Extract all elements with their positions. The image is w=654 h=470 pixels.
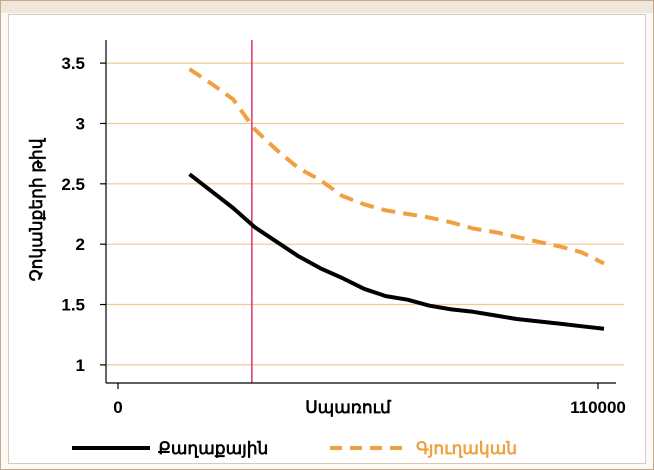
y-tick-label-0: 1 xyxy=(76,356,85,375)
y-tick-label-2: 2 xyxy=(76,235,85,254)
x-axis-label: Սպառում xyxy=(305,398,392,417)
x-tick-label-1: 110000 xyxy=(570,398,626,417)
y-tick-label-5: 3.5 xyxy=(61,54,85,73)
legend-label-urban: Քաղաքային xyxy=(158,439,268,458)
legend: Քաղաքային Գյուղական xyxy=(72,439,517,458)
tick-labels: 1 1.5 2 2.5 3 3.5 0 110000 xyxy=(61,54,626,417)
y-tick-label-1: 1.5 xyxy=(61,296,85,315)
series-lines xyxy=(188,67,605,331)
top-band xyxy=(1,1,653,13)
plot-panel xyxy=(8,14,646,464)
series-line-1 xyxy=(188,67,605,266)
legend-label-rural: Գյուղական xyxy=(416,439,517,458)
x-tick-label-0: 0 xyxy=(113,398,122,417)
series-line-0 xyxy=(188,172,605,331)
axes xyxy=(105,40,616,389)
y-axis-label: Չոկանքերի թիվ xyxy=(27,137,46,281)
grid-lines xyxy=(100,62,624,366)
y-tick-label-3: 2.5 xyxy=(61,175,85,194)
y-tick-label-4: 3 xyxy=(76,114,85,133)
